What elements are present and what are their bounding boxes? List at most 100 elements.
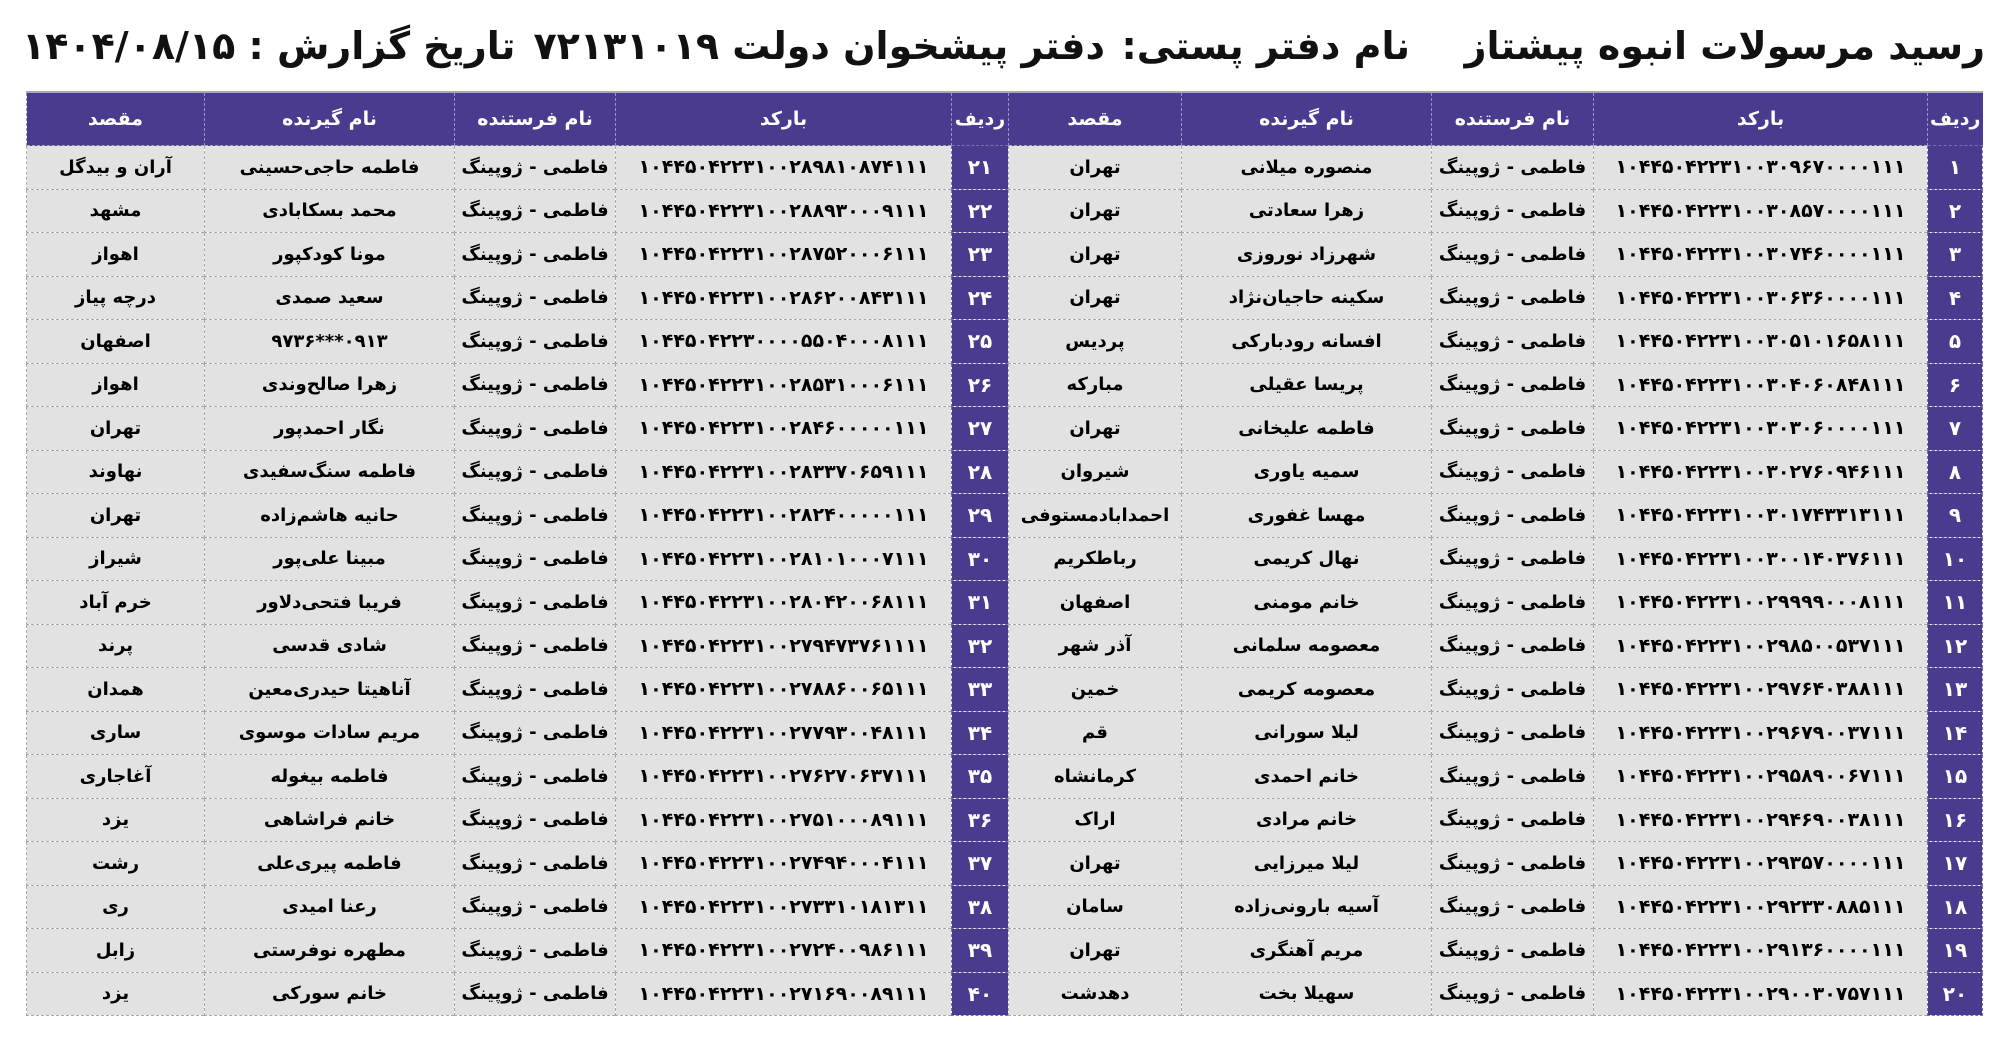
sender-cell: فاطمی - ژوپینگ <box>454 275 616 320</box>
receiver-cell: خانم مومنی <box>1181 580 1432 625</box>
destination-cell: پرند <box>26 623 205 668</box>
row-number: ۸ <box>1927 449 1983 494</box>
destination-cell: پردیس <box>1008 319 1182 364</box>
barcode-cell: ۱۰۴۴۵۰۴۲۲۳۱۰۰۳۰۵۱۰۱۶۵۸۱۱۱ <box>1593 319 1928 364</box>
barcode-cell: ۱۰۴۴۵۰۴۲۲۳۱۰۰۲۹۸۵۰۰۵۳۷۱۱۱ <box>1593 623 1928 668</box>
sender-cell: فاطمی - ژوپینگ <box>1431 710 1594 755</box>
table-row: ۴ ۱۰۴۴۵۰۴۲۲۳۱۰۰۳۰۶۳۶۰۰۰۰۱۱۱ فاطمی - ژوپینگ… <box>26 275 1983 320</box>
destination-cell: تهران <box>1008 275 1182 320</box>
barcode-cell: ۱۰۴۴۵۰۴۲۲۳۱۰۰۲۹۷۶۴۰۳۸۸۱۱۱ <box>1593 667 1928 712</box>
row-number: ۱۸ <box>1927 884 1983 929</box>
receiver-cell: خانم فراشاهی <box>204 797 455 842</box>
table-row: ۱۸ ۱۰۴۴۵۰۴۲۲۳۱۰۰۲۹۲۳۳۰۸۸۵۱۱۱ فاطمی - ژوپین… <box>26 884 1983 929</box>
table-row: ۱۳ ۱۰۴۴۵۰۴۲۲۳۱۰۰۲۹۷۶۴۰۳۸۸۱۱۱ فاطمی - ژوپین… <box>26 667 1983 712</box>
sender-cell: فاطمی - ژوپینگ <box>1431 623 1594 668</box>
barcode-cell: ۱۰۴۴۵۰۴۲۲۳۱۰۰۳۰۸۵۷۰۰۰۰۱۱۱ <box>1593 188 1928 233</box>
receiver-cell: سعید صمدی <box>204 275 455 320</box>
receiver-cell: منصوره میلانی <box>1181 145 1432 190</box>
row-number: ۳ <box>1927 232 1983 277</box>
shipments-table: ردیف بارکد نام فرستنده نام گیرنده مقصد ردیف با… <box>26 91 1983 1016</box>
sender-cell: فاطمی - ژوپینگ <box>1431 145 1594 190</box>
sender-cell: فاطمی - ژوپینگ <box>454 362 616 407</box>
destination-cell: مشهد <box>26 188 205 233</box>
row-number: ۳۰ <box>951 536 1009 581</box>
sender-cell: فاطمی - ژوپینگ <box>1431 884 1594 929</box>
table-row: ۱۶ ۱۰۴۴۵۰۴۲۲۳۱۰۰۲۹۴۶۹۰۰۳۸۱۱۱ فاطمی - ژوپین… <box>26 797 1983 842</box>
destination-cell: تهران <box>1008 928 1182 973</box>
row-number: ۳۳ <box>951 667 1009 712</box>
table-row: ۱۴ ۱۰۴۴۵۰۴۲۲۳۱۰۰۲۹۶۷۹۰۰۳۷۱۱۱ فاطمی - ژوپین… <box>26 710 1983 755</box>
sender-cell: فاطمی - ژوپینگ <box>1431 319 1594 364</box>
receiver-cell: رعنا امیدی <box>204 884 455 929</box>
barcode-cell: ۱۰۴۴۵۰۴۲۲۳۱۰۰۲۸۰۴۲۰۰۶۸۱۱۱ <box>615 580 952 625</box>
barcode-cell: ۱۰۴۴۵۰۴۲۲۳۱۰۰۲۸۱۰۱۰۰۰۷۱۱۱ <box>615 536 952 581</box>
receiver-cell: حانیه هاشم‌زاده <box>204 493 455 538</box>
sender-cell: فاطمی - ژوپینگ <box>454 667 616 712</box>
sender-cell: فاطمی - ژوپینگ <box>1431 667 1594 712</box>
barcode-cell: ۱۰۴۴۵۰۴۲۲۳۰۰۰۰۵۵۰۴۰۰۰۸۱۱۱ <box>615 319 952 364</box>
barcode-cell: ۱۰۴۴۵۰۴۲۲۳۱۰۰۲۹۴۶۹۰۰۳۸۱۱۱ <box>1593 797 1928 842</box>
receiver-cell: فاطمه پیری‌علی <box>204 841 455 886</box>
sender-cell: فاطمی - ژوپینگ <box>454 884 616 929</box>
row-number: ۱۲ <box>1927 623 1983 668</box>
table-body: ۱ ۱۰۴۴۵۰۴۲۲۳۱۰۰۳۰۹۶۷۰۰۰۰۱۱۱ فاطمی - ژوپینگ… <box>26 145 1983 1016</box>
barcode-cell: ۱۰۴۴۵۰۴۲۲۳۱۰۰۲۹۳۵۷۰۰۰۰۱۱۱ <box>1593 841 1928 886</box>
destination-cell: یزد <box>26 797 205 842</box>
destination-cell: سامان <box>1008 884 1182 929</box>
receiver-cell: سکینه حاجیان‌نژاد <box>1181 275 1432 320</box>
receiver-cell: آناهیتا حیدری‌معین <box>204 667 455 712</box>
barcode-cell: ۱۰۴۴۵۰۴۲۲۳۱۰۰۳۰۳۰۶۰۰۰۰۱۱۱ <box>1593 406 1928 451</box>
table-row: ۱۵ ۱۰۴۴۵۰۴۲۲۳۱۰۰۲۹۵۸۹۰۰۶۷۱۱۱ فاطمی - ژوپین… <box>26 754 1983 799</box>
destination-cell: تهران <box>1008 145 1182 190</box>
row-number: ۲۵ <box>951 319 1009 364</box>
header-destination: مقصد <box>26 91 205 146</box>
sender-cell: فاطمی - ژوپینگ <box>1431 754 1594 799</box>
barcode-cell: ۱۰۴۴۵۰۴۲۲۳۱۰۰۳۰۲۷۶۰۹۴۶۱۱۱ <box>1593 449 1928 494</box>
destination-cell: اصفهان <box>26 319 205 364</box>
sender-cell: فاطمی - ژوپینگ <box>1431 232 1594 277</box>
barcode-cell: ۱۰۴۴۵۰۴۲۲۳۱۰۰۲۷۵۱۰۰۰۸۹۱۱۱ <box>615 797 952 842</box>
receiver-cell: لیلا سورانی <box>1181 710 1432 755</box>
destination-cell: احمدابادمستوفی <box>1008 493 1182 538</box>
barcode-cell: ۱۰۴۴۵۰۴۲۲۳۱۰۰۲۸۷۵۲۰۰۰۶۱۱۱ <box>615 232 952 277</box>
sender-cell: فاطمی - ژوپینگ <box>1431 188 1594 233</box>
row-number: ۳۴ <box>951 710 1009 755</box>
barcode-cell: ۱۰۴۴۵۰۴۲۲۳۱۰۰۳۰۰۱۴۰۳۷۶۱۱۱ <box>1593 536 1928 581</box>
row-number: ۹ <box>1927 493 1983 538</box>
sender-cell: فاطمی - ژوپینگ <box>454 145 616 190</box>
row-number: ۲ <box>1927 188 1983 233</box>
destination-cell: ری <box>26 884 205 929</box>
sender-cell: فاطمی - ژوپینگ <box>454 841 616 886</box>
barcode-cell: ۱۰۴۴۵۰۴۲۲۳۱۰۰۳۰۶۳۶۰۰۰۰۱۱۱ <box>1593 275 1928 320</box>
barcode-cell: ۱۰۴۴۵۰۴۲۲۳۱۰۰۲۷۱۶۹۰۰۸۹۱۱۱ <box>615 971 952 1016</box>
barcode-cell: ۱۰۴۴۵۰۴۲۲۳۱۰۰۳۰۹۶۷۰۰۰۰۱۱۱ <box>1593 145 1928 190</box>
receiver-cell: فریبا فتحی‌دلاور <box>204 580 455 625</box>
sender-cell: فاطمی - ژوپینگ <box>1431 841 1594 886</box>
table-row: ۱ ۱۰۴۴۵۰۴۲۲۳۱۰۰۳۰۹۶۷۰۰۰۰۱۱۱ فاطمی - ژوپینگ… <box>26 145 1983 190</box>
receiver-cell: سهیلا بخت <box>1181 971 1432 1016</box>
barcode-cell: ۱۰۴۴۵۰۴۲۲۳۱۰۰۲۸۴۶۰۰۰۰۰۱۱۱ <box>615 406 952 451</box>
table-row: ۲ ۱۰۴۴۵۰۴۲۲۳۱۰۰۳۰۸۵۷۰۰۰۰۱۱۱ فاطمی - ژوپینگ… <box>26 188 1983 233</box>
barcode-cell: ۱۰۴۴۵۰۴۲۲۳۱۰۰۲۸۶۲۰۰۸۴۳۱۱۱ <box>615 275 952 320</box>
sender-cell: فاطمی - ژوپینگ <box>1431 275 1594 320</box>
receiver-cell: فاطمه بیغوله <box>204 754 455 799</box>
barcode-cell: ۱۰۴۴۵۰۴۲۲۳۱۰۰۲۷۷۹۳۰۰۴۸۱۱۱ <box>615 710 952 755</box>
receiver-cell: نهال کریمی <box>1181 536 1432 581</box>
barcode-cell: ۱۰۴۴۵۰۴۲۲۳۱۰۰۲۹۹۹۹۰۰۰۸۱۱۱ <box>1593 580 1928 625</box>
receiver-cell: افسانه رودبارکی <box>1181 319 1432 364</box>
row-number: ۳۵ <box>951 754 1009 799</box>
receiver-cell: ۰۹۱۳***۹۷۳۶ <box>204 319 455 364</box>
barcode-cell: ۱۰۴۴۵۰۴۲۲۳۱۰۰۲۷۲۴۰۰۹۸۶۱۱۱ <box>615 928 952 973</box>
barcode-cell: ۱۰۴۴۵۰۴۲۲۳۱۰۰۲۸۵۳۱۰۰۰۶۱۱۱ <box>615 362 952 407</box>
destination-cell: رباطکریم <box>1008 536 1182 581</box>
table-row: ۶ ۱۰۴۴۵۰۴۲۲۳۱۰۰۳۰۴۰۶۰۸۴۸۱۱۱ فاطمی - ژوپینگ… <box>26 362 1983 407</box>
destination-cell: تهران <box>1008 406 1182 451</box>
receiver-cell: زهرا سعادتی <box>1181 188 1432 233</box>
sender-cell: فاطمی - ژوپینگ <box>454 406 616 451</box>
destination-cell: تهران <box>1008 841 1182 886</box>
table-row: ۹ ۱۰۴۴۵۰۴۲۲۳۱۰۰۳۰۱۷۴۳۳۱۳۱۱۱ فاطمی - ژوپینگ… <box>26 493 1983 538</box>
table-row: ۸ ۱۰۴۴۵۰۴۲۲۳۱۰۰۳۰۲۷۶۰۹۴۶۱۱۱ فاطمی - ژوپینگ… <box>26 449 1983 494</box>
receiver-cell: مونا کودکپور <box>204 232 455 277</box>
receiver-cell: مهسا غفوری <box>1181 493 1432 538</box>
destination-cell: نهاوند <box>26 449 205 494</box>
